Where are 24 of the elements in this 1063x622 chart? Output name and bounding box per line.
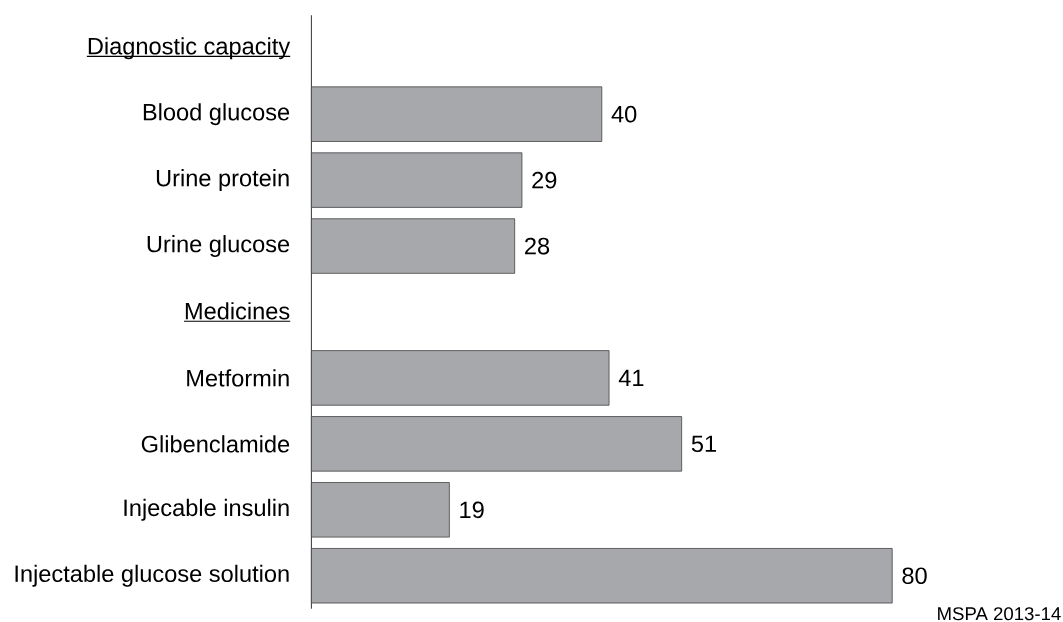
y-tick-label: Diagnostic capacity [88,37,291,60]
data-label: 29 [532,171,557,189]
y-tick-label: Injectable glucose solution [15,564,289,587]
bar [311,548,893,604]
bar [311,482,450,538]
data-label: 51 [691,435,716,453]
data-label: 41 [618,369,644,387]
data-label: 80 [902,567,927,585]
text: MSPA 2013-14 [938,607,1061,621]
y-tick-label: Medicines [185,302,290,320]
y-tick-label: Metformin [187,369,289,387]
bar [311,152,523,208]
bar [311,350,610,406]
bar [311,86,603,142]
y-tick-label: Urine glucose [147,235,290,258]
y-tick-label: Blood glucose [143,103,290,126]
bar [311,416,683,472]
data-label: 40 [611,105,637,123]
data-label: 28 [525,237,550,255]
y-tick-label: Injecable insulin [124,498,289,521]
bar [311,218,516,274]
data-label: 19 [460,501,484,519]
y-tick-label: Urine protein [156,169,289,192]
y-tick-label: Glibenclamide [141,435,290,453]
